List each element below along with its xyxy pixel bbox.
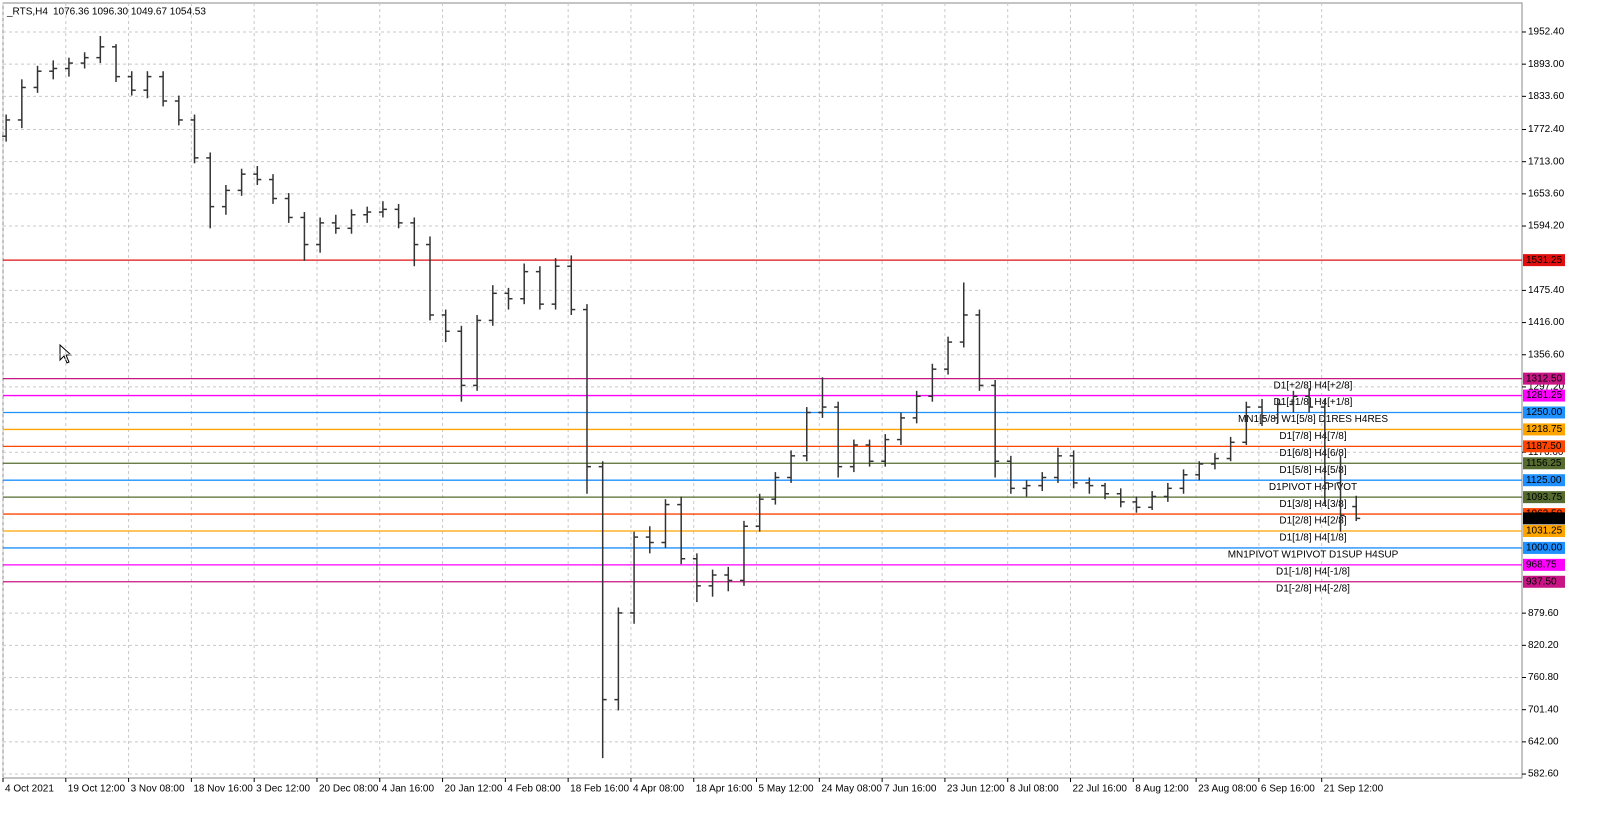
level-price-box [1523, 372, 1565, 385]
x-tick-label: 19 Oct 12:00 [68, 784, 126, 795]
y-tick-label: 1893.00 [1528, 59, 1565, 70]
x-tick-label: 18 Feb 16:00 [570, 784, 629, 795]
level-price-label: 968.75 [1526, 559, 1557, 570]
x-tick-label: 4 Apr 08:00 [633, 784, 685, 795]
level-price-box [1523, 423, 1565, 436]
y-tick-label: 1297.20 [1528, 382, 1565, 393]
x-tick-label: 3 Nov 08:00 [131, 784, 185, 795]
level-price-box [1523, 254, 1565, 267]
level-name: D1[-1/8] H4[-1/8] [1276, 566, 1350, 577]
level-price-label: 1312.50 [1526, 373, 1563, 384]
x-tick-label: 4 Feb 08:00 [507, 784, 561, 795]
x-tick-label: 4 Oct 2021 [5, 784, 54, 795]
y-tick-label: 1653.60 [1528, 188, 1565, 199]
x-tick-label: 23 Aug 08:00 [1198, 784, 1257, 795]
y-tick-label: 1176.60 [1528, 447, 1564, 458]
level-price-label: 1156.25 [1526, 458, 1562, 469]
y-tick-label: 1713.00 [1528, 156, 1565, 167]
level-price-label: 1187.50 [1526, 441, 1562, 452]
y-tick-label: 1952.40 [1528, 27, 1565, 38]
level-price-label: 1125.00 [1526, 475, 1562, 486]
level-price-label: 1531.25 [1526, 255, 1563, 266]
level-price-box [1523, 558, 1565, 571]
y-tick-label: 1475.40 [1528, 285, 1565, 296]
x-tick-label: 8 Aug 12:00 [1135, 784, 1189, 795]
plot-frame [2, 2, 1523, 779]
x-tick-label: 18 Apr 16:00 [696, 784, 753, 795]
level-price-label: 937.50 [1526, 576, 1557, 587]
level-price-box [1523, 440, 1565, 453]
level-name: MN1[5/8] W1[5/8] D1RES H4RES [1238, 414, 1388, 425]
level-name: D1[7/8] H4[7/8] [1279, 431, 1346, 442]
chart-title: _RTS,H4 [6, 7, 48, 18]
x-tick-label: 21 Sep 12:00 [1324, 784, 1384, 795]
level-price-label: 1281.25 [1526, 390, 1563, 401]
y-tick-label: 760.80 [1528, 672, 1559, 683]
level-name: D1[1/8] H4[1/8] [1279, 533, 1346, 544]
level-name: D1[-2/8] H4[-2/8] [1276, 583, 1350, 594]
last-price-label: 1054.53 [1526, 513, 1563, 524]
level-price-box [1523, 406, 1565, 419]
x-tick-label: 3 Dec 12:00 [256, 784, 310, 795]
level-name: D1PIVOT H4PIVOT [1269, 482, 1357, 493]
y-tick-label: 1356.60 [1528, 349, 1565, 360]
x-tick-label: 6 Sep 16:00 [1261, 784, 1315, 795]
y-tick-label: 1772.40 [1528, 124, 1565, 135]
level-price-box [1523, 524, 1565, 537]
level-price-box [1523, 541, 1565, 554]
x-tick-label: 4 Jan 16:00 [382, 784, 435, 795]
level-price-label: 1031.25 [1526, 526, 1563, 537]
y-tick-label: 879.60 [1528, 608, 1559, 619]
x-tick-label: 8 Jul 08:00 [1010, 784, 1059, 795]
grid [2, 3, 1522, 778]
y-tick-label: 642.00 [1528, 737, 1559, 748]
x-tick-label: 18 Nov 16:00 [193, 784, 253, 795]
level-price-box [1523, 575, 1565, 588]
ohlc-readout: 1076.36 1096.30 1049.67 1054.53 [53, 7, 206, 18]
level-price-box [1523, 474, 1565, 487]
y-tick-label: 820.20 [1528, 640, 1559, 651]
level-name: D1[2/8] H4[2/8] [1279, 516, 1346, 527]
y-tick-label: 582.60 [1528, 769, 1559, 780]
level-price-box [1523, 389, 1565, 402]
level-price-label: 1250.00 [1526, 407, 1563, 418]
y-tick-label: 1594.20 [1528, 221, 1565, 232]
x-tick-label: 24 May 08:00 [821, 784, 882, 795]
level-name: D1[6/8] H4[6/8] [1279, 448, 1346, 459]
x-tick-label: 23 Jun 12:00 [947, 784, 1005, 795]
level-name: D1[3/8] H4[3/8] [1279, 499, 1346, 510]
level-price-label: 1093.75 [1526, 492, 1563, 503]
y-tick-label: 1416.00 [1528, 317, 1565, 328]
x-tick-label: 20 Jan 12:00 [445, 784, 503, 795]
x-tick-label: 22 Jul 16:00 [1073, 784, 1128, 795]
x-tick-label: 5 May 12:00 [759, 784, 814, 795]
x-tick-label: 20 Dec 08:00 [319, 784, 379, 795]
x-tick-label: 7 Jun 16:00 [884, 784, 937, 795]
y-tick-label: 1833.60 [1528, 91, 1565, 102]
level-name: MN1PIVOT W1PIVOT D1SUP H4SUP [1228, 550, 1399, 561]
level-price-box [1523, 491, 1565, 504]
level-name: D1[+1/8] H4[+1/8] [1274, 397, 1353, 408]
level-name: D1[+2/8] H4[+2/8] [1274, 380, 1353, 391]
level-price-label: 1000.00 [1526, 543, 1563, 554]
level-price-label: 1218.75 [1526, 424, 1563, 435]
level-name: D1[5/8] H4[5/8] [1279, 465, 1346, 476]
level-price-box [1523, 457, 1565, 470]
y-tick-label: 701.40 [1528, 704, 1559, 715]
last-price-box [1523, 512, 1565, 525]
